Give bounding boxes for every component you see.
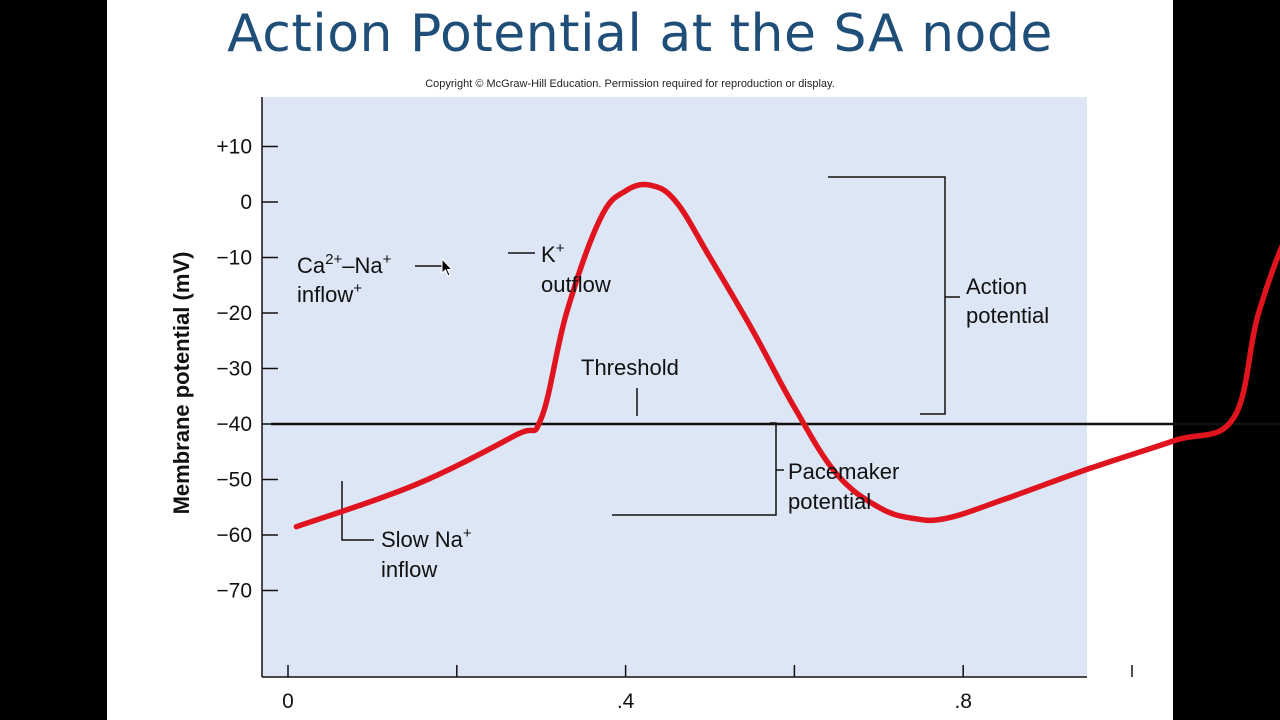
annotation-slow-line: Slow Na+ bbox=[381, 525, 472, 552]
slow-na-leader bbox=[341, 481, 374, 541]
y-tick-label: −30 bbox=[216, 358, 252, 381]
annotation-ca-line: Ca2+–Na+ bbox=[297, 251, 392, 278]
y-tick-label: −10 bbox=[216, 247, 252, 270]
annotation-k-line: K+ bbox=[541, 240, 565, 267]
membrane-potential-curve bbox=[293, 181, 1280, 530]
y-tick-label: −60 bbox=[216, 524, 252, 547]
y-tick-label: −20 bbox=[216, 302, 252, 325]
annotation-ca-line: inflow+ bbox=[297, 280, 362, 307]
y-tick-label: +10 bbox=[216, 136, 252, 159]
annotation-action-line: Action bbox=[966, 274, 1027, 299]
annotation-slow-line: inflow bbox=[381, 557, 437, 582]
y-tick-label: −70 bbox=[216, 580, 252, 603]
copyright-notice: Copyright © McGraw-Hill Education. Permi… bbox=[425, 78, 835, 90]
annotation-action-line: potential bbox=[966, 303, 1049, 328]
y-axis-label: Membrane potential (mV) bbox=[169, 252, 194, 515]
annotation-threshold-line: Threshold bbox=[581, 355, 679, 380]
y-tick-label: −40 bbox=[216, 413, 252, 436]
x-tick-label: .4 bbox=[617, 690, 635, 713]
annotation-labels: Slow Na+ inflow Ca2+–Na+inflow+ K+ outflow Th… bbox=[297, 240, 1049, 582]
pacemaker-bracket bbox=[612, 422, 777, 516]
plot-area bbox=[262, 97, 1087, 677]
axes: +100−10−20−30−40−50−60−700.4.81.21.6 bbox=[216, 97, 1133, 713]
annotation-pacemaker-line: potential bbox=[788, 489, 871, 514]
annotation-leaders bbox=[341, 176, 960, 541]
action-bracket bbox=[828, 176, 946, 415]
y-tick-label: −50 bbox=[216, 469, 252, 492]
y-tick-label: 0 bbox=[240, 191, 252, 214]
slide-title: Action Potential at the SA node bbox=[227, 4, 1053, 64]
mouse-cursor-icon bbox=[441, 257, 454, 277]
annotation-pacemaker-line: Pacemaker bbox=[788, 459, 899, 484]
annotation-k-line: outflow bbox=[541, 272, 611, 297]
x-tick-label: .8 bbox=[954, 690, 972, 713]
x-tick-label: 0 bbox=[282, 690, 294, 713]
